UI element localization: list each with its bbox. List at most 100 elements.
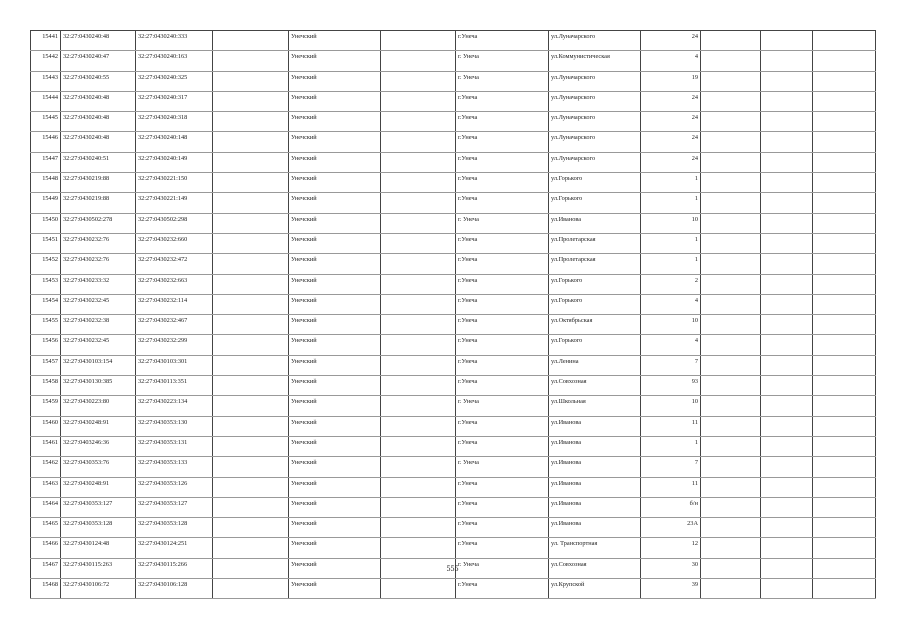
table-row: 15464 32:27:0430353:127 32:27:0430353:127 У… xyxy=(30,496,876,519)
empty-cell xyxy=(760,435,813,458)
street-cell: ул.Иванова xyxy=(548,517,641,539)
district-cell: Унечский xyxy=(288,415,381,437)
district-cell: Унечский xyxy=(288,131,381,153)
city-cell: г.Унеча xyxy=(455,273,549,295)
building-number-cell: 32:27:0430240:149 xyxy=(135,151,213,174)
city-cell: г.Унеча xyxy=(455,172,549,194)
empty-cell xyxy=(212,578,289,600)
parcel-number-cell: 32:27:0430232:38 xyxy=(60,314,136,336)
district-cell: Унечский xyxy=(288,273,381,295)
empty-cell xyxy=(760,111,813,133)
row-number-cell: 15466 xyxy=(30,537,61,559)
empty-cell xyxy=(380,415,456,437)
empty-cell xyxy=(700,456,761,478)
district-cell: Унечский xyxy=(288,375,381,397)
street-cell: ул.Иванова xyxy=(548,435,641,458)
empty-cell xyxy=(380,334,456,356)
empty-cell xyxy=(700,90,761,113)
row-number-cell: 15456 xyxy=(30,334,61,356)
row-number-cell: 15441 xyxy=(30,29,61,52)
empty-cell xyxy=(700,354,761,377)
parcel-number-cell: 32:27:0430219:88 xyxy=(60,172,136,194)
empty-cell xyxy=(212,273,289,295)
street-cell: ул.Ленина xyxy=(548,354,641,377)
page-number: 555 xyxy=(446,564,459,573)
street-cell: ул.Луначарского xyxy=(548,70,641,92)
empty-cell xyxy=(760,334,813,356)
street-cell: ул.Октябрьская xyxy=(548,314,641,336)
house-number-cell: б/н xyxy=(640,496,701,519)
city-cell: г.Унеча xyxy=(455,375,549,397)
district-cell: Унечский xyxy=(288,253,381,275)
city-cell: г.Унеча xyxy=(455,435,549,458)
empty-cell xyxy=(760,578,813,600)
parcel-number-cell: 32:27:0430103:154 xyxy=(60,354,136,377)
empty-cell xyxy=(812,212,876,234)
empty-cell xyxy=(700,435,761,458)
house-number-cell: 4 xyxy=(640,50,701,72)
empty-cell xyxy=(760,131,813,153)
district-cell: Унечский xyxy=(288,70,381,92)
empty-cell xyxy=(812,476,876,498)
row-number-cell: 15446 xyxy=(30,131,61,153)
empty-cell xyxy=(212,395,289,417)
empty-cell xyxy=(760,395,813,417)
empty-cell xyxy=(812,375,876,397)
empty-cell xyxy=(812,456,876,478)
house-number-cell: 1 xyxy=(640,172,701,194)
house-number-cell: 1 xyxy=(640,253,701,275)
table-row: 15447 32:27:0430240:51 32:27:0430240:149 Ун… xyxy=(30,151,876,174)
building-number-cell: 32:27:0430221:149 xyxy=(135,192,213,214)
street-cell: ул.Иванова xyxy=(548,415,641,437)
empty-cell xyxy=(812,29,876,52)
district-cell: Унечский xyxy=(288,456,381,478)
building-number-cell: 32:27:0430232:472 xyxy=(135,253,213,275)
street-cell: ул.Иванова xyxy=(548,456,641,478)
city-cell: г.Унеча xyxy=(455,517,549,539)
street-cell: ул.Луначарского xyxy=(548,90,641,113)
row-number-cell: 15465 xyxy=(30,517,61,539)
row-number-cell: 15445 xyxy=(30,111,61,133)
building-number-cell: 32:27:0430240:333 xyxy=(135,29,213,52)
empty-cell xyxy=(380,314,456,336)
house-number-cell: 24 xyxy=(640,131,701,153)
table-row: 15466 32:27:0430124:48 32:27:0430124:251 Ун… xyxy=(30,537,876,559)
district-cell: Унечский xyxy=(288,151,381,174)
building-number-cell: 32:27:0430353:133 xyxy=(135,456,213,478)
empty-cell xyxy=(380,253,456,275)
table-row: 15444 32:27:0430240:48 32:27:0430240:317 Ун… xyxy=(30,90,876,113)
empty-cell xyxy=(700,578,761,600)
empty-cell xyxy=(812,314,876,336)
district-cell: Унечский xyxy=(288,496,381,519)
empty-cell xyxy=(812,111,876,133)
empty-cell xyxy=(700,334,761,356)
parcel-number-cell: 32:27:0430223:80 xyxy=(60,395,136,417)
row-number-cell: 15453 xyxy=(30,273,61,295)
empty-cell xyxy=(212,90,289,113)
city-cell: г. Унеча xyxy=(455,70,549,92)
empty-cell xyxy=(212,70,289,92)
building-number-cell: 32:27:0430502:298 xyxy=(135,212,213,234)
empty-cell xyxy=(212,293,289,316)
parcel-number-cell: 32:27:0430240:51 xyxy=(60,151,136,174)
row-number-cell: 15460 xyxy=(30,415,61,437)
house-number-cell: 24 xyxy=(640,151,701,174)
building-number-cell: 32:27:0430353:128 xyxy=(135,517,213,539)
parcel-number-cell: 32:27:0403246:36 xyxy=(60,435,136,458)
house-number-cell: 7 xyxy=(640,354,701,377)
row-number-cell: 15450 xyxy=(30,212,61,234)
house-number-cell: 19 xyxy=(640,70,701,92)
empty-cell xyxy=(700,415,761,437)
empty-cell xyxy=(380,395,456,417)
empty-cell xyxy=(380,293,456,316)
street-cell: ул.Луначарского xyxy=(548,151,641,174)
empty-cell xyxy=(700,375,761,397)
city-cell: г.Унеча xyxy=(455,537,549,559)
empty-cell xyxy=(380,90,456,113)
empty-cell xyxy=(812,578,876,600)
house-number-cell: 23А xyxy=(640,517,701,539)
building-number-cell: 32:27:0430223:134 xyxy=(135,395,213,417)
city-cell: г.Унеча xyxy=(455,131,549,153)
empty-cell xyxy=(700,212,761,234)
empty-cell xyxy=(700,50,761,72)
